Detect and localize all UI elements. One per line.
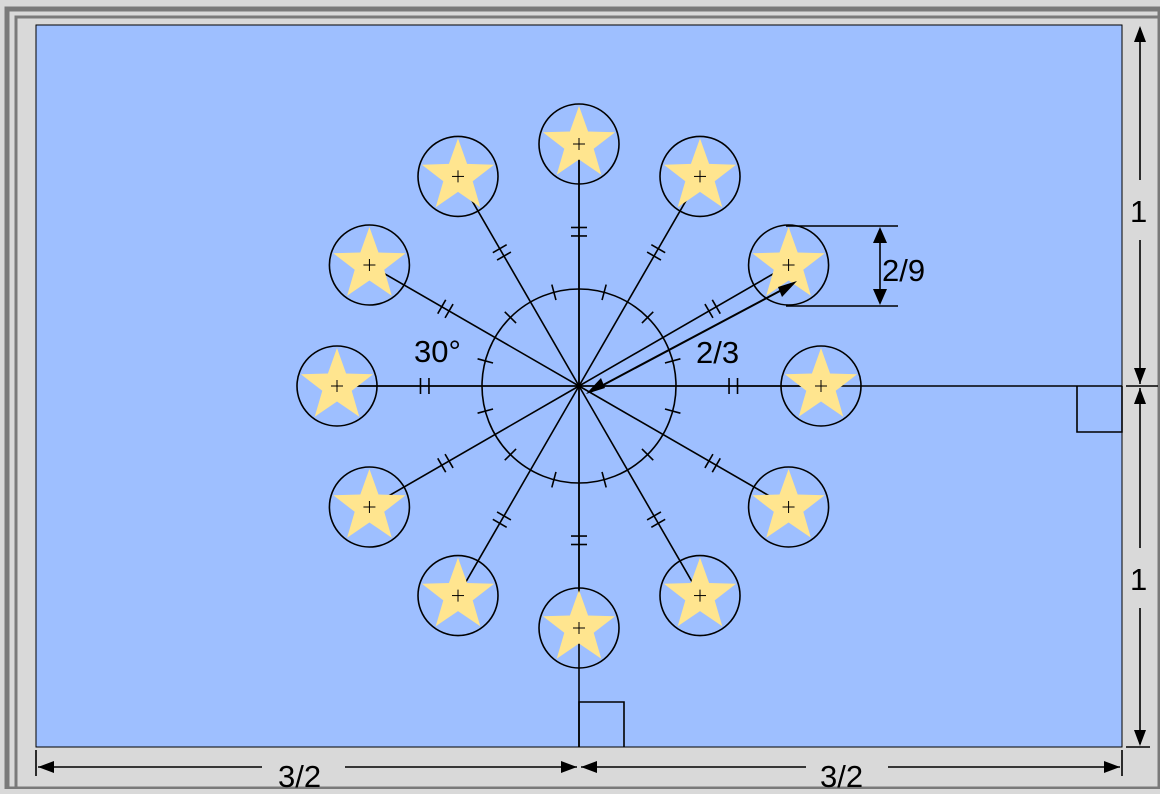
equal-length-tick — [444, 453, 454, 469]
height-arrowhead-4 — [1134, 730, 1146, 746]
equal-length-tick — [444, 303, 454, 319]
star — [747, 224, 830, 306]
radius-arrowhead-center — [586, 378, 605, 394]
star-guide-circle — [328, 224, 411, 306]
star-guide-circle — [747, 466, 830, 548]
height-arrowhead-1 — [1134, 26, 1146, 42]
angle-tick — [664, 408, 681, 414]
star — [538, 103, 620, 185]
star-guide-circle — [747, 224, 830, 306]
equal-length-tick — [437, 299, 447, 315]
equal-length-tick — [492, 244, 508, 254]
angle-tick — [551, 471, 557, 488]
width-arrowhead-4 — [1104, 761, 1120, 773]
diameter-label: 2/9 — [882, 253, 925, 288]
star — [328, 466, 411, 548]
star-guide-circle — [328, 466, 411, 548]
radius-arrowhead-star — [778, 281, 797, 297]
angle-tick — [504, 448, 517, 461]
width-dimension — [35, 750, 1123, 776]
height-dimension — [1126, 28, 1158, 748]
angle-tick — [641, 448, 654, 461]
equal-length-tick — [704, 453, 714, 469]
angle-tick — [601, 284, 607, 301]
angle-label: 30° — [414, 334, 461, 369]
star — [417, 554, 499, 637]
star-guide-circle — [538, 103, 620, 185]
angle-tick — [477, 358, 494, 364]
height-label-lower: 1 — [1130, 562, 1147, 597]
height-arrowhead-2 — [1134, 368, 1146, 384]
equal-length-tick — [437, 457, 447, 473]
radius-dimension — [589, 283, 794, 393]
angle-tick — [551, 284, 557, 301]
star-guide-circle — [417, 135, 499, 218]
star-guide-circle — [417, 554, 499, 637]
star — [659, 135, 741, 218]
equal-length-tick — [711, 457, 721, 473]
diameter-arrowhead-top — [873, 227, 887, 243]
star — [538, 587, 620, 669]
star-guide-circle — [780, 345, 862, 427]
star — [747, 466, 830, 548]
angle-tick — [601, 471, 607, 488]
right-angle-mark-bottom — [578, 701, 625, 747]
equal-length-tick — [496, 511, 512, 521]
star-guide-circle — [659, 554, 741, 637]
radius-label: 2/3 — [696, 335, 739, 370]
equal-length-tick — [496, 251, 512, 261]
diameter-arrowhead-bottom — [873, 289, 887, 305]
star-guide-circle — [538, 587, 620, 669]
width-arrowhead-1 — [38, 761, 54, 773]
width-label-left: 3/2 — [278, 759, 321, 789]
height-arrowhead-3 — [1134, 388, 1146, 404]
angle-tick — [664, 358, 681, 364]
equal-length-tick — [650, 518, 666, 528]
star — [780, 345, 862, 427]
angle-tick — [504, 311, 517, 324]
equal-length-tick — [650, 244, 666, 254]
star-guide-circle — [296, 345, 378, 427]
star-guide-circle — [659, 135, 741, 218]
equal-length-tick — [646, 511, 662, 521]
angle-tick — [641, 311, 654, 324]
right-angle-mark-right — [1076, 386, 1123, 433]
equal-length-tick — [704, 303, 714, 319]
star-ring — [296, 103, 862, 669]
star — [659, 554, 741, 637]
equal-length-tick — [711, 299, 721, 315]
star — [296, 345, 378, 427]
angle-tick — [477, 408, 494, 414]
height-label-upper: 1 — [1130, 194, 1147, 229]
equal-length-tick — [646, 251, 662, 261]
width-arrowhead-3 — [581, 761, 597, 773]
equal-length-tick — [492, 518, 508, 528]
star — [417, 135, 499, 218]
star — [328, 224, 411, 306]
width-label-right: 3/2 — [820, 759, 863, 789]
width-arrowhead-2 — [561, 761, 577, 773]
